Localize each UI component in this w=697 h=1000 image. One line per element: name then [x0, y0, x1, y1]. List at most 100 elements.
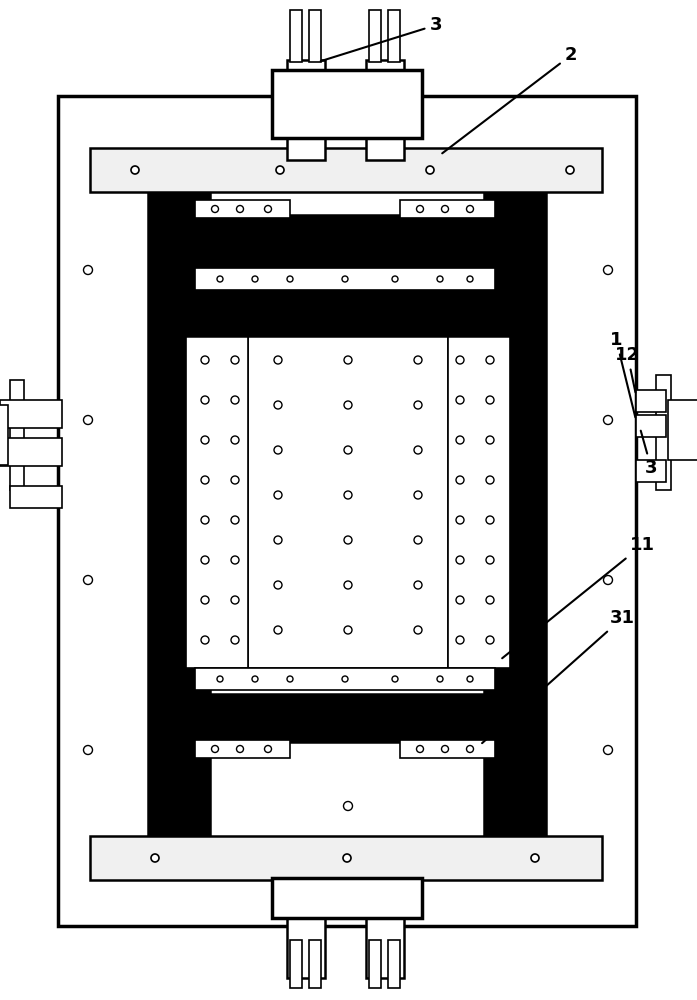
Circle shape	[231, 436, 239, 444]
Bar	[309, 10, 321, 62]
Bar	[290, 940, 302, 988]
Circle shape	[201, 476, 209, 484]
Text: 3: 3	[641, 431, 657, 477]
Bar	[248, 336, 448, 668]
Circle shape	[201, 636, 209, 644]
Circle shape	[426, 166, 434, 174]
Bar	[148, 192, 210, 844]
Circle shape	[417, 206, 424, 213]
Circle shape	[201, 436, 209, 444]
Bar	[90, 836, 602, 880]
Circle shape	[274, 626, 282, 634]
Circle shape	[274, 446, 282, 454]
Circle shape	[466, 206, 473, 213]
Circle shape	[236, 206, 243, 213]
Circle shape	[236, 746, 243, 752]
Bar	[290, 10, 302, 62]
Bar	[168, 694, 528, 742]
Circle shape	[414, 356, 422, 364]
Circle shape	[441, 206, 448, 213]
Text: 31: 31	[482, 609, 635, 743]
Bar	[448, 336, 510, 668]
Bar	[248, 336, 448, 668]
Circle shape	[217, 676, 223, 682]
Circle shape	[342, 276, 348, 282]
Circle shape	[456, 396, 464, 404]
Bar	[287, 878, 325, 978]
Bar	[668, 400, 697, 460]
Circle shape	[486, 436, 494, 444]
Circle shape	[274, 356, 282, 364]
Bar	[186, 336, 248, 668]
Circle shape	[252, 276, 258, 282]
Circle shape	[276, 166, 284, 174]
Circle shape	[456, 436, 464, 444]
Bar	[90, 148, 602, 192]
Circle shape	[231, 596, 239, 604]
Circle shape	[342, 676, 348, 682]
Circle shape	[486, 636, 494, 644]
Circle shape	[231, 476, 239, 484]
Bar	[400, 740, 495, 758]
Bar	[636, 390, 666, 412]
Bar	[388, 940, 400, 988]
Circle shape	[264, 206, 272, 213]
Bar	[369, 10, 381, 62]
Circle shape	[414, 626, 422, 634]
Circle shape	[151, 854, 159, 862]
Circle shape	[131, 166, 139, 174]
Circle shape	[456, 596, 464, 604]
Circle shape	[231, 516, 239, 524]
Bar	[448, 336, 510, 668]
Circle shape	[231, 396, 239, 404]
Circle shape	[456, 516, 464, 524]
Circle shape	[456, 556, 464, 564]
Circle shape	[467, 676, 473, 682]
Circle shape	[344, 581, 352, 589]
Bar	[366, 878, 404, 978]
Circle shape	[274, 401, 282, 409]
Bar	[272, 878, 422, 918]
Circle shape	[84, 416, 93, 424]
Text: 3: 3	[321, 16, 443, 61]
Bar	[366, 60, 404, 160]
Circle shape	[231, 356, 239, 364]
Bar	[195, 200, 290, 218]
Bar	[388, 10, 400, 62]
Circle shape	[84, 576, 93, 584]
Bar	[287, 60, 325, 160]
Circle shape	[486, 516, 494, 524]
Circle shape	[201, 556, 209, 564]
Bar	[309, 940, 321, 988]
Circle shape	[466, 746, 473, 752]
Bar	[10, 380, 24, 490]
Bar	[0, 405, 8, 465]
Circle shape	[344, 626, 352, 634]
Circle shape	[604, 576, 613, 584]
Circle shape	[486, 476, 494, 484]
Bar	[0, 400, 62, 428]
Bar	[484, 192, 546, 844]
Text: 1: 1	[610, 331, 636, 417]
Circle shape	[274, 581, 282, 589]
Circle shape	[437, 676, 443, 682]
Circle shape	[531, 854, 539, 862]
Circle shape	[437, 276, 443, 282]
Circle shape	[566, 166, 574, 174]
Circle shape	[486, 596, 494, 604]
Text: 2: 2	[442, 46, 578, 153]
Bar	[58, 96, 636, 926]
Circle shape	[344, 491, 352, 499]
Circle shape	[231, 556, 239, 564]
Circle shape	[343, 854, 351, 862]
Circle shape	[414, 446, 422, 454]
Circle shape	[486, 396, 494, 404]
Circle shape	[217, 276, 223, 282]
Circle shape	[414, 491, 422, 499]
Circle shape	[287, 676, 293, 682]
Bar	[195, 268, 495, 290]
Bar	[195, 668, 495, 690]
Circle shape	[201, 356, 209, 364]
Circle shape	[201, 516, 209, 524]
Bar	[186, 336, 248, 668]
